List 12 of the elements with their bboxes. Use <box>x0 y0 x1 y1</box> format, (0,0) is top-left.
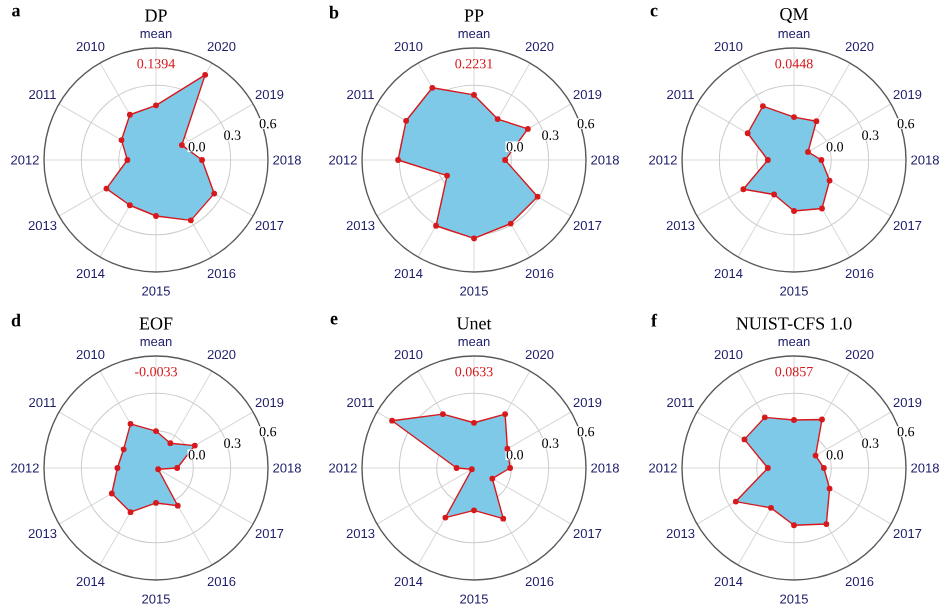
text: b <box>329 5 339 19</box>
chart-title: EOF <box>139 317 173 330</box>
chart-title: NUIST-CFS 1.0 <box>736 317 852 330</box>
text: a <box>12 7 21 17</box>
text: d <box>11 313 21 327</box>
text: e <box>330 315 338 325</box>
chart-title: DP <box>145 9 167 22</box>
chart-title: PP <box>464 9 484 22</box>
chart-title: QM <box>780 8 808 23</box>
text: f <box>651 313 658 327</box>
text: c <box>650 7 658 17</box>
chart-title: Unet <box>456 317 492 330</box>
